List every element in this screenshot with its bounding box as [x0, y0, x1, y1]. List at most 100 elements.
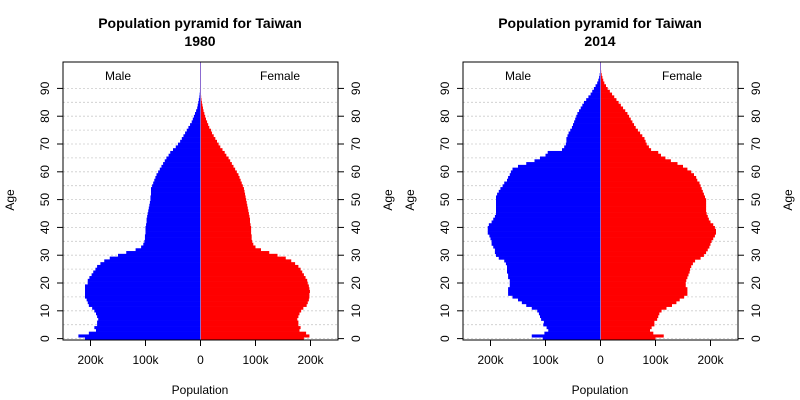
x-tick-label: 100k: [642, 353, 669, 367]
bar-male: [577, 112, 601, 116]
bar-female: [600, 303, 672, 307]
bar-female: [600, 312, 660, 316]
bar-male: [91, 273, 201, 277]
bar-male: [544, 331, 601, 335]
bar-male: [496, 203, 601, 207]
bar-female: [600, 331, 654, 335]
bar-female: [200, 142, 219, 146]
y-tick-label-right: 80: [749, 109, 763, 123]
bar-female: [600, 212, 707, 216]
bar-male: [96, 312, 201, 316]
bar-male: [545, 153, 601, 157]
bar-female: [600, 131, 641, 135]
bar-female: [600, 120, 633, 124]
y-tick-label-right: 30: [749, 248, 763, 262]
bar-male: [164, 159, 201, 163]
bar-male: [508, 175, 601, 180]
bar-female: [600, 242, 711, 246]
bar-male: [185, 131, 201, 135]
bar-female: [600, 164, 683, 168]
y-tick-label-left: 40: [38, 220, 52, 234]
bar-male: [507, 267, 601, 271]
bar-female: [200, 242, 254, 246]
bar-female: [600, 320, 655, 324]
bar-male: [88, 303, 201, 307]
bar-female: [600, 306, 667, 310]
chart-subtitle: 1980: [184, 33, 215, 49]
bar-male: [590, 92, 601, 96]
bar-male: [180, 139, 201, 143]
y-tick-label-left: 40: [438, 220, 452, 234]
bar-male: [118, 253, 201, 257]
bar-male: [496, 195, 601, 199]
bar-male: [147, 212, 201, 216]
bar-female: [600, 95, 615, 99]
bar-female: [200, 212, 249, 216]
bar-female: [600, 214, 708, 218]
bar-male: [490, 237, 601, 241]
bar-male: [593, 87, 601, 91]
bar-female: [600, 100, 619, 104]
bar-female: [200, 187, 244, 191]
bar-male: [493, 217, 601, 221]
bar-female: [600, 159, 671, 163]
x-tick-label: 100k: [242, 353, 269, 367]
bar-female: [600, 287, 688, 291]
chart-title: Population pyramid for Taiwan: [98, 15, 302, 31]
bar-female: [600, 217, 709, 221]
bar-male: [541, 317, 601, 321]
bar-male: [538, 312, 601, 316]
bar-female: [600, 134, 643, 138]
bar-female: [200, 106, 203, 110]
bar-male: [198, 100, 201, 104]
bar-male: [104, 259, 201, 263]
chart-panel-2014: 200k 100k 0 100k 200k 0 0 10 10 20 20 30 30 40 40 50 50 6…: [403, 15, 795, 397]
bar-female: [600, 292, 688, 296]
bar-female: [600, 337, 656, 341]
bar-female: [200, 170, 237, 174]
bar-male: [89, 276, 201, 280]
bar-female: [600, 314, 659, 319]
bar-female: [600, 276, 688, 280]
bar-female: [200, 281, 308, 285]
bar-female: [200, 164, 234, 168]
bar-female: [200, 237, 252, 241]
bar-male: [543, 320, 601, 324]
bar-male: [508, 289, 601, 294]
bar-male: [148, 209, 201, 213]
bar-female: [200, 189, 245, 193]
bar-male: [175, 145, 201, 149]
bar-female: [600, 270, 690, 274]
bar-female: [200, 298, 309, 302]
bar-female: [200, 314, 299, 319]
bar-female: [200, 148, 223, 152]
bar-female: [200, 150, 225, 155]
bar-female: [600, 198, 707, 202]
bar-male: [496, 253, 601, 257]
bar-female: [200, 162, 232, 166]
bar-male: [150, 198, 201, 202]
bar-female: [200, 295, 310, 299]
bar-male: [197, 103, 201, 107]
y-tick-label-right: 90: [749, 81, 763, 95]
bar-male: [568, 131, 601, 135]
bar-female: [200, 289, 310, 294]
y-tick-label-left: 0: [438, 335, 452, 342]
y-tick-label-right: 10: [749, 304, 763, 318]
y-tick-label-left: 50: [438, 193, 452, 207]
bar-female: [200, 306, 304, 310]
bar-male: [494, 214, 601, 218]
bar-female: [600, 251, 707, 255]
bar-male: [85, 292, 201, 296]
bar-male: [509, 284, 601, 288]
bar-male: [168, 153, 201, 157]
bar-male: [191, 120, 201, 124]
bar-male: [146, 217, 201, 221]
y-tick-label-left: 90: [438, 81, 452, 95]
bar-female: [600, 220, 711, 224]
y-tick-label-right: 60: [349, 165, 363, 179]
bar-male: [488, 223, 601, 227]
bar-male: [97, 314, 201, 319]
bar-female: [200, 309, 302, 313]
bar-female: [600, 123, 635, 127]
